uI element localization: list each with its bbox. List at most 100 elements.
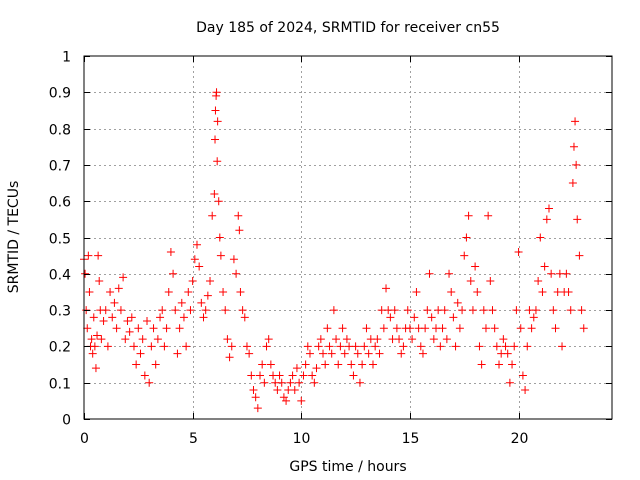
data-point <box>288 371 297 380</box>
data-point <box>219 287 228 296</box>
data-point <box>577 306 586 315</box>
x-tick-label: 20 <box>511 431 529 447</box>
data-point <box>264 335 273 344</box>
data-point <box>286 378 295 387</box>
data-point <box>455 324 464 333</box>
data-point <box>421 324 430 333</box>
x-tick-label: 0 <box>80 431 89 447</box>
data-point <box>127 313 136 322</box>
data-point <box>299 371 308 380</box>
data-point <box>236 287 245 296</box>
data-point <box>129 342 138 351</box>
y-tick-label: 1 <box>62 50 71 66</box>
plot-frame <box>83 55 613 420</box>
data-point <box>438 324 447 333</box>
data-point <box>114 284 123 293</box>
y-tick-labels: 0 0.1 0.2 0.3 0.4 0.5 0.6 0.7 0.8 0.9 1 <box>49 50 71 429</box>
data-point <box>492 342 501 351</box>
data-point <box>325 342 334 351</box>
data-point <box>544 204 553 213</box>
data-point <box>347 360 356 369</box>
data-point <box>91 364 100 373</box>
data-point <box>468 306 477 315</box>
data-point <box>479 306 488 315</box>
data-point <box>211 106 220 115</box>
data-point <box>223 335 232 344</box>
data-point <box>292 364 301 373</box>
data-point <box>290 385 299 394</box>
data-point <box>323 324 332 333</box>
data-point <box>235 226 244 235</box>
data-point <box>275 371 284 380</box>
data-point <box>425 269 434 278</box>
data-point <box>371 342 380 351</box>
data-point <box>453 298 462 307</box>
data-points <box>80 88 588 413</box>
data-point <box>334 360 343 369</box>
data-point <box>403 306 412 315</box>
y-tick-label: 0.9 <box>49 86 71 102</box>
data-point <box>145 378 154 387</box>
data-point <box>166 248 175 257</box>
data-point <box>156 313 165 322</box>
data-point <box>368 360 377 369</box>
data-point <box>197 298 206 307</box>
data-point <box>405 324 414 333</box>
data-point <box>423 306 432 315</box>
data-point <box>503 349 512 358</box>
data-point <box>471 262 480 271</box>
data-point <box>305 349 314 358</box>
data-point <box>216 251 225 260</box>
data-point <box>568 179 577 188</box>
data-point <box>206 277 215 286</box>
data-point <box>112 324 121 333</box>
data-point <box>213 157 222 166</box>
data-point <box>349 371 358 380</box>
data-point <box>392 324 401 333</box>
data-point <box>177 298 186 307</box>
data-point <box>436 342 445 351</box>
x-tick-label: 5 <box>189 431 198 447</box>
data-point <box>447 287 456 296</box>
data-point <box>99 316 108 325</box>
data-point <box>342 335 351 344</box>
data-point <box>190 255 199 264</box>
data-point <box>210 189 219 198</box>
data-point <box>151 360 160 369</box>
data-point <box>199 313 208 322</box>
data-point <box>256 371 264 380</box>
x-axis-label: GPS time / hours <box>289 459 406 475</box>
y-axis-label: SRMTID / TECUs <box>6 181 22 294</box>
data-point <box>464 211 473 220</box>
data-point <box>245 349 254 358</box>
data-point <box>408 335 417 344</box>
data-point <box>158 306 167 315</box>
data-point <box>351 342 360 351</box>
data-point <box>295 378 304 387</box>
data-point <box>336 342 345 351</box>
data-point <box>484 211 493 220</box>
data-point <box>427 313 436 322</box>
data-point <box>175 324 184 333</box>
data-point <box>564 287 573 296</box>
data-point <box>125 327 134 336</box>
data-point <box>547 269 556 278</box>
data-point <box>490 324 499 333</box>
data-point <box>90 342 99 351</box>
data-point <box>410 313 419 322</box>
data-point <box>538 287 547 296</box>
data-point <box>192 240 201 249</box>
data-point <box>353 349 362 358</box>
data-point <box>551 324 560 333</box>
data-point <box>445 269 454 278</box>
data-point <box>571 117 580 126</box>
data-point <box>123 316 132 325</box>
data-point <box>247 371 256 380</box>
data-point <box>214 197 223 206</box>
data-point <box>531 306 540 315</box>
data-point <box>93 331 102 340</box>
data-point <box>572 160 581 169</box>
data-point <box>279 393 288 402</box>
y-tick-label: 0.7 <box>49 159 71 175</box>
